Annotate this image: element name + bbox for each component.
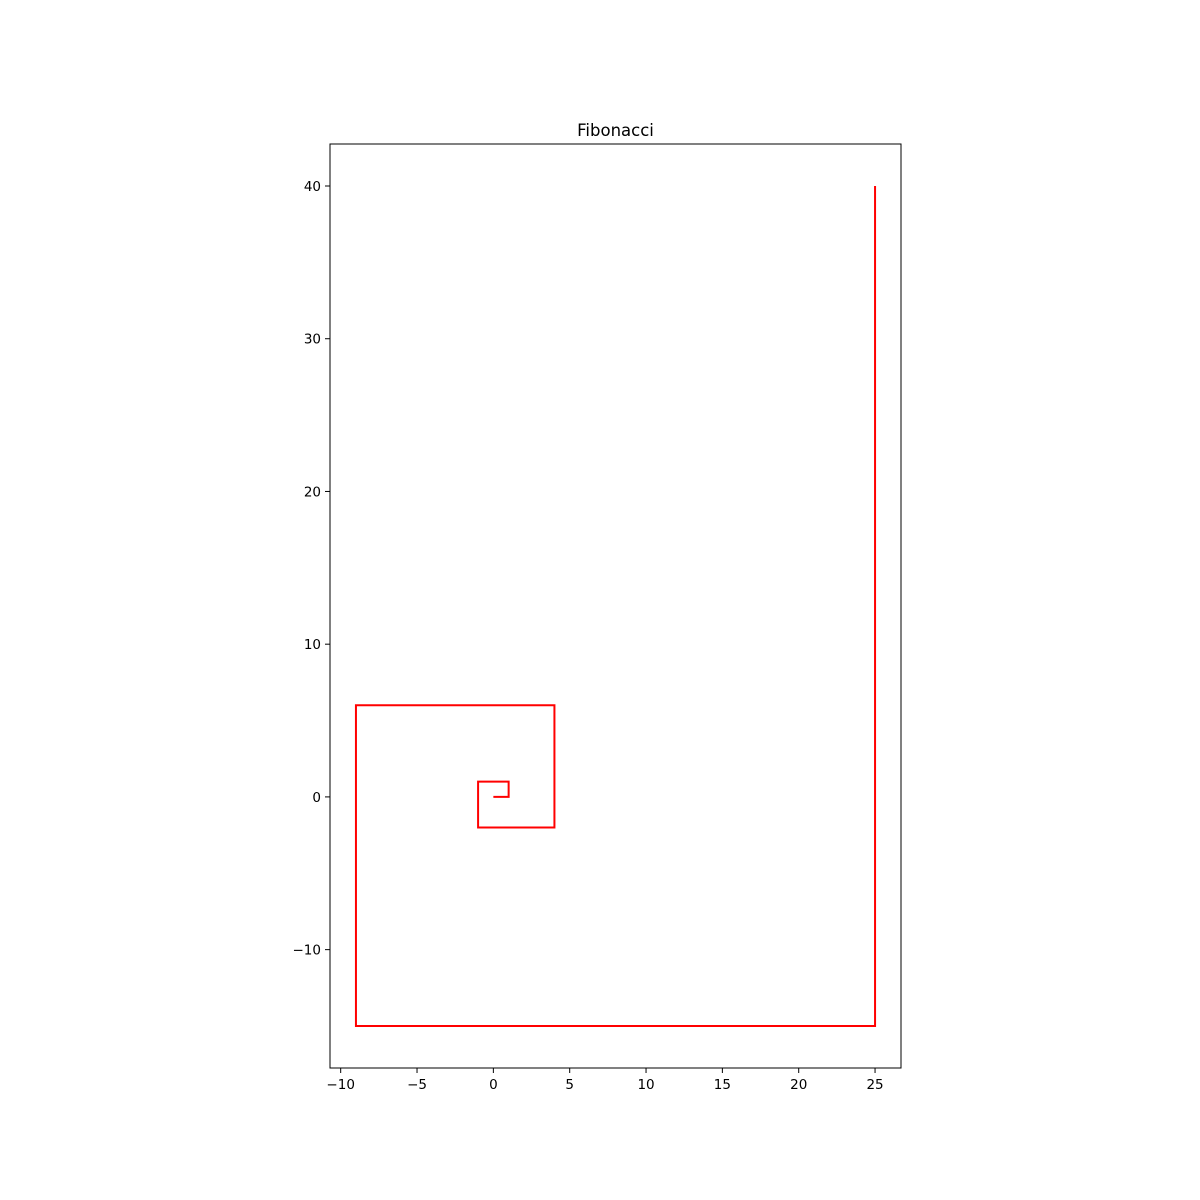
x-tick-label: 20 — [790, 1077, 807, 1093]
x-axis: −10 −5 0 5 10 15 20 25 — [326, 1068, 884, 1093]
chart-title: Fibonacci — [577, 121, 654, 140]
series-line-0 — [354, 186, 877, 1027]
x-tick-label: −10 — [326, 1077, 355, 1093]
x-tick-label: 10 — [637, 1077, 654, 1093]
x-tick-label: 0 — [489, 1077, 498, 1093]
y-tick-label: −10 — [293, 943, 322, 959]
y-axis: −10 0 10 20 30 40 — [293, 179, 330, 959]
y-tick-label: 20 — [304, 484, 321, 500]
y-tick-label: 30 — [304, 332, 321, 348]
x-tick-label: −5 — [407, 1077, 427, 1093]
y-tick-label: 40 — [304, 179, 321, 195]
y-tick-label: 10 — [304, 637, 321, 653]
axes-frame — [329, 143, 902, 1069]
x-tick-label: 15 — [714, 1077, 731, 1093]
plot-area — [354, 186, 877, 1027]
y-tick-label: 0 — [312, 790, 321, 806]
x-tick-label: 25 — [866, 1077, 883, 1093]
x-tick-label: 5 — [565, 1077, 574, 1093]
